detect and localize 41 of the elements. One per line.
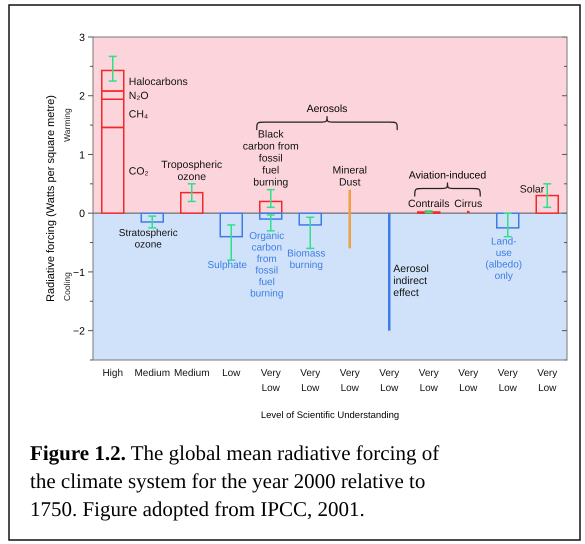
- y-tick-label: 0: [79, 208, 86, 220]
- x-tick-label: Low: [222, 368, 242, 379]
- text: Sulphate: [208, 260, 248, 272]
- series-label: Aerosol indirect effect: [393, 262, 429, 299]
- annotation: Aerosols: [306, 103, 348, 116]
- x-tick-label: Very Low: [458, 368, 478, 394]
- caption: Figure 1.2. The global mean radiative forcing of the climate system for the year 2000 relative to 1750. Figure adopted from IPCC, 2001.: [30, 441, 440, 521]
- x-tick-label: Very Low: [300, 368, 320, 394]
- series-label: Mineral Dust: [332, 164, 367, 189]
- x-tick-label: Very Low: [379, 368, 400, 394]
- series-label: Solar: [520, 184, 545, 196]
- x-tick-label: Very Low: [418, 368, 439, 394]
- y-tick-label: 3: [79, 32, 86, 44]
- annotation: Aviation-induced: [408, 170, 486, 182]
- band-label: Warming: [62, 108, 72, 142]
- series-label: CO₂: [128, 165, 149, 178]
- x-tick-label: Very Low: [537, 368, 558, 394]
- series-label: Land- use (albedo) only: [485, 236, 522, 282]
- series-label: Halocarbons: [128, 76, 188, 88]
- series-label: Contrails: [408, 198, 450, 210]
- x-tick-label: High: [102, 368, 124, 379]
- y-tick-label: 1: [79, 149, 86, 162]
- x-tick-label: Very Low: [260, 368, 281, 394]
- series-label: Organic carbon from fossil fuel burning: [249, 230, 284, 300]
- x-tick-label: Medium: [134, 368, 170, 379]
- x-tick-label: Medium: [174, 368, 210, 379]
- text: Biomass burning: [287, 248, 326, 271]
- y-tick-label: 2: [79, 90, 86, 103]
- text: Black carbon from fossil fuel burning: [242, 128, 300, 189]
- band-label: Cooling: [62, 272, 72, 302]
- text: Tropospheric ozone: [161, 158, 222, 183]
- x-tick-label: Very Low: [498, 368, 518, 394]
- series-label: N₂O: [128, 90, 149, 102]
- y-tick-label: −2: [73, 326, 86, 338]
- y-tick-label: −1: [73, 266, 86, 279]
- series-label: CH₄: [128, 108, 148, 120]
- series-label: Cirrus: [454, 198, 482, 210]
- series-label: Stratospheric ozone: [118, 228, 178, 250]
- y-axis-title: Radiative forcing (Watts per square metre): [45, 95, 57, 302]
- x-axis-title: Level of Scientific Understanding: [260, 410, 400, 421]
- x-tick-label: Very Low: [340, 368, 360, 394]
